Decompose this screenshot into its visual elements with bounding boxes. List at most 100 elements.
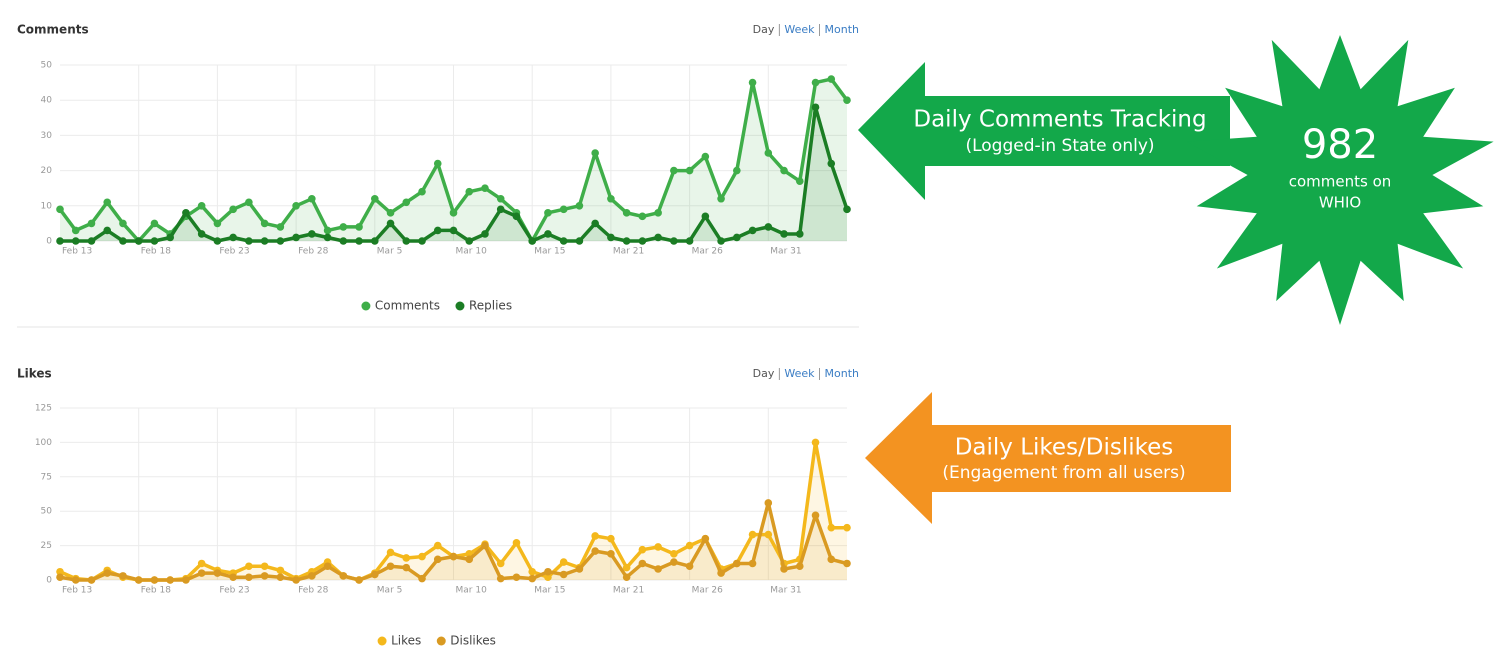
point [134, 237, 143, 245]
point [87, 219, 96, 228]
point [433, 555, 442, 564]
period-option[interactable]: Day [753, 23, 775, 36]
point [733, 559, 741, 568]
point [197, 202, 206, 210]
y-tick-label: 25 [41, 541, 52, 551]
point [433, 159, 442, 168]
point [150, 237, 159, 245]
x-tick-label: Feb 23 [219, 247, 249, 257]
point [229, 233, 237, 242]
x-tick-label: Mar 21 [613, 586, 644, 596]
point [260, 562, 269, 571]
point [733, 166, 741, 175]
point [276, 223, 285, 231]
callout-title: Daily Likes/Dislikes [955, 435, 1174, 461]
point [292, 576, 300, 584]
callout-title: Daily Comments Tracking [913, 107, 1206, 133]
point [607, 194, 615, 203]
point [56, 567, 64, 576]
legend-marker [436, 636, 446, 646]
point [197, 559, 206, 568]
y-tick-label: 125 [35, 404, 52, 414]
point [386, 548, 395, 557]
point [260, 572, 269, 580]
point [685, 562, 694, 571]
point [465, 237, 474, 245]
point [355, 237, 363, 245]
point [496, 194, 505, 203]
point [402, 563, 411, 572]
y-tick-label: 75 [41, 472, 52, 482]
point [591, 547, 599, 555]
point [638, 545, 647, 554]
chart: Likes Month Week Day 0 25 50 75 100 125 Feb 13 Feb … [17, 367, 859, 648]
point [339, 572, 348, 580]
point [308, 230, 316, 238]
point [433, 541, 442, 550]
point [245, 562, 253, 571]
comments-callout: Daily Comments Tracking (Logged-in State… [858, 62, 1230, 200]
x-tick-label: Mar 5 [377, 586, 403, 596]
y-tick-label: 0 [46, 237, 52, 247]
x-tick-label: Mar 21 [613, 247, 644, 257]
point [87, 237, 96, 245]
point [575, 565, 584, 573]
point [465, 187, 474, 196]
badge-number: 982 [1302, 122, 1378, 168]
point [701, 534, 710, 543]
period-option[interactable]: Month [825, 23, 860, 36]
point [119, 572, 127, 580]
point [827, 523, 836, 532]
x-tick-label: Mar 15 [534, 586, 565, 596]
point [323, 226, 332, 235]
x-tick-label: Feb 18 [141, 247, 172, 257]
x-tick-label: Feb 28 [298, 247, 329, 257]
arrow [865, 392, 1231, 524]
point [355, 223, 363, 231]
point [780, 166, 788, 175]
y-tick-label: 30 [41, 131, 53, 141]
point [512, 212, 521, 221]
point [670, 166, 678, 175]
x-tick-label: Mar 10 [456, 586, 488, 596]
point [56, 237, 64, 245]
chart-title: Comments [17, 23, 89, 37]
point [575, 237, 584, 245]
point [764, 530, 773, 539]
period-option[interactable]: Day [753, 367, 775, 380]
point [764, 499, 773, 507]
y-tick-label: 40 [41, 96, 53, 106]
point [654, 233, 662, 242]
point [512, 573, 521, 582]
point [449, 209, 458, 217]
point [213, 237, 222, 245]
point [260, 219, 269, 228]
point [323, 233, 332, 242]
chart-title: Likes [17, 367, 52, 381]
x-tick-label: Mar 31 [770, 247, 801, 257]
point [182, 209, 190, 217]
point [843, 205, 851, 214]
point [811, 511, 820, 520]
point [71, 237, 80, 245]
point [811, 78, 820, 87]
point [87, 576, 96, 584]
period-option[interactable]: Week [784, 23, 815, 36]
point [402, 554, 411, 562]
point [512, 539, 521, 547]
point [418, 187, 426, 196]
legend-marker [361, 301, 371, 311]
point [780, 565, 788, 573]
badge-text: WHIO [1319, 194, 1361, 212]
point [496, 574, 505, 583]
period-option[interactable]: Month [825, 367, 860, 380]
period-option[interactable]: Week [784, 367, 815, 380]
point [449, 552, 458, 561]
point [622, 237, 631, 245]
point [308, 572, 316, 580]
legend: Comments Replies [361, 299, 512, 313]
point [622, 563, 631, 572]
x-tick-label: Mar 26 [692, 247, 724, 257]
point [843, 523, 851, 532]
